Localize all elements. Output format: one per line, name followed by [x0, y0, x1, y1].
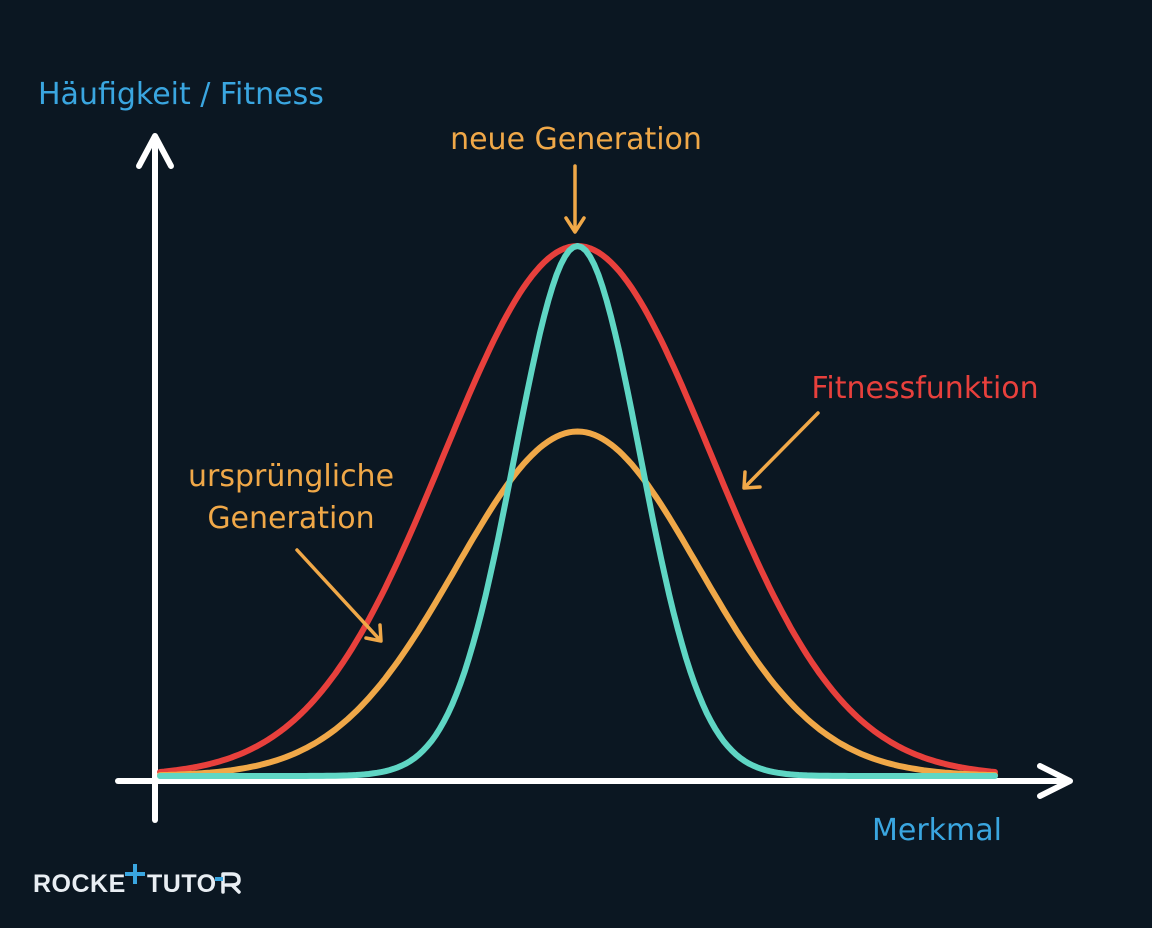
rockettutor-logo: ROCKE TUTO: [33, 864, 241, 898]
logo-text-left: ROCKE: [33, 870, 126, 898]
new-generation-label: neue Generation: [450, 122, 702, 157]
original-generation-curve: [157, 428, 998, 779]
fitness-function-pointer: [742, 411, 820, 490]
y-axis-label: Häufigkeit / Fitness: [38, 77, 324, 112]
x-axis-label: Merkmal: [872, 813, 1002, 848]
original-generation-label-line2: Generation: [207, 501, 374, 536]
new-generation-curve: [157, 243, 998, 779]
new-generation-pointer: [564, 164, 586, 234]
logo-plus-icon: [125, 864, 145, 884]
original-generation-pointer: [295, 548, 383, 643]
logo-text-right: TUTO: [147, 870, 217, 898]
curves: [157, 243, 998, 779]
original-generation-label-line1: ursprüngliche: [188, 459, 394, 494]
logo-r-icon: [215, 872, 241, 894]
fitness-function-label: Fitnessfunktion: [811, 371, 1038, 406]
y-axis-arrowhead: [136, 133, 174, 169]
x-axis-arrowhead: [1037, 763, 1073, 799]
